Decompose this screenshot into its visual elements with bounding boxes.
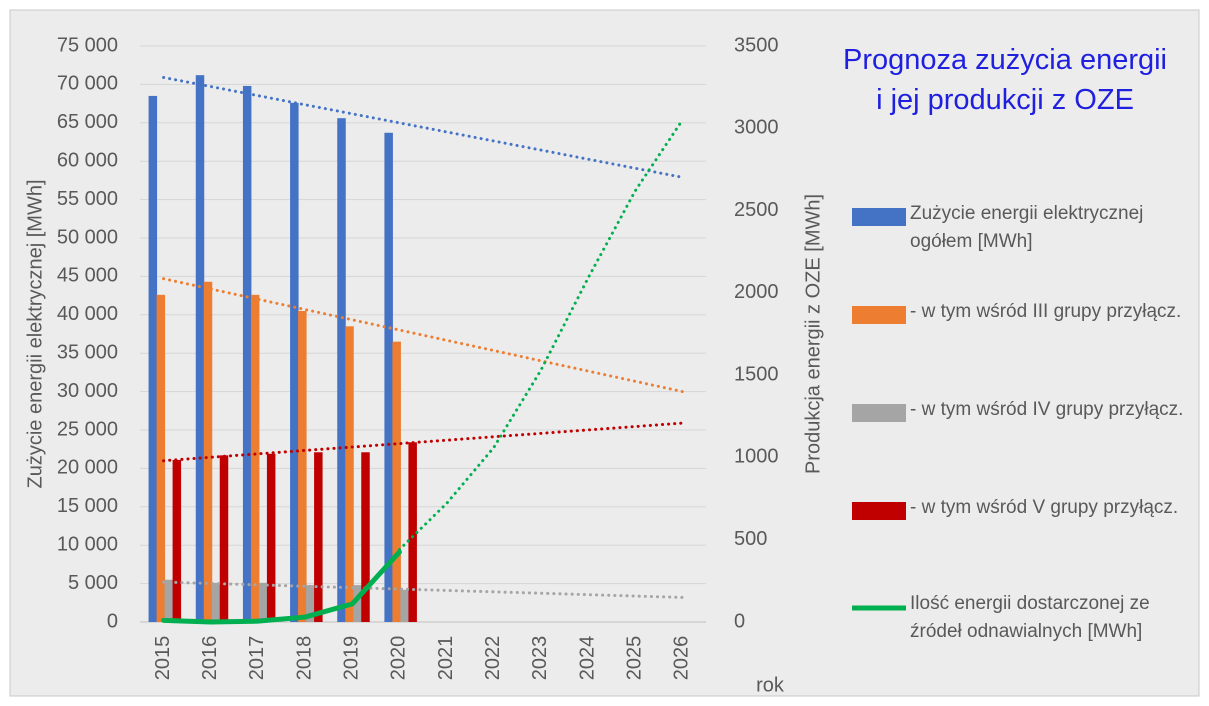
bar <box>211 582 221 622</box>
bar <box>337 118 346 622</box>
bar <box>164 579 174 622</box>
bar <box>258 582 268 622</box>
x-axis-label: rok <box>756 674 785 696</box>
legend-label: Ilość energii dostarczonej ze źródeł odn… <box>910 593 1150 642</box>
y2-tick-label: 3000 <box>734 117 779 139</box>
x-tick-label: 2020 <box>388 636 410 681</box>
bar <box>266 453 276 622</box>
y2-tick-label: 3500 <box>734 34 779 56</box>
y-tick-label: 50 000 <box>57 226 118 248</box>
bar <box>172 459 182 622</box>
x-tick-label: 2019 <box>341 636 363 681</box>
x-tick-label: 2023 <box>529 636 551 681</box>
bar <box>392 341 401 622</box>
legend-label: - w tym wśród V grupy przyłącz. <box>910 497 1179 518</box>
chart-title: Prognoza zużycia energii i jej produkcji… <box>842 44 1167 116</box>
bar <box>219 455 229 622</box>
bar <box>384 132 393 622</box>
bar <box>148 95 158 623</box>
y-tick-label: 45 000 <box>57 265 118 287</box>
y-tick-label: 40 000 <box>57 303 118 325</box>
x-tick-label: 2025 <box>624 636 646 681</box>
y-tick-label: 5 000 <box>68 572 118 594</box>
x-tick-label: 2016 <box>199 636 221 681</box>
bar <box>408 442 417 622</box>
x-tick-label: 2021 <box>435 636 457 681</box>
y2-tick-label: 0 <box>734 610 745 632</box>
y-tick-label: 35 000 <box>57 341 118 363</box>
y2-tick-label: 2500 <box>734 199 779 221</box>
x-tick-label: 2018 <box>293 636 315 681</box>
legend-swatch <box>852 502 906 520</box>
y2-tick-label: 1500 <box>734 363 779 385</box>
y-tick-label: 30 000 <box>57 380 118 402</box>
y2-tick-label: 500 <box>734 528 767 550</box>
y-tick-label: 15 000 <box>57 495 118 517</box>
legend-label: - w tym wśród III grupy przyłącz. <box>910 301 1182 322</box>
legend-label: - w tym wśród IV grupy przyłącz. <box>910 399 1184 420</box>
y2-axis-label: Produkcja energii z OZE [MWh] <box>802 194 824 474</box>
x-tick-label: 2022 <box>482 636 504 681</box>
bar <box>290 102 299 622</box>
bar <box>203 281 213 622</box>
bar <box>156 294 166 622</box>
bar <box>306 585 315 622</box>
trendline <box>162 580 684 599</box>
y2-tick-label: 1000 <box>734 446 779 468</box>
trendline <box>397 118 684 552</box>
legend-label: Zużycie energii elektrycznej ogółem [MWh… <box>910 203 1144 252</box>
bar <box>250 294 260 622</box>
y-tick-label: 75 000 <box>57 34 118 56</box>
y-tick-label: 10 000 <box>57 533 118 555</box>
x-tick-label: 2024 <box>576 636 598 681</box>
x-tick-label: 2026 <box>671 636 693 681</box>
bar <box>353 585 362 622</box>
y-tick-label: 0 <box>107 610 118 632</box>
legend-swatch <box>852 208 906 226</box>
trendline <box>162 75 684 179</box>
bar <box>195 75 205 622</box>
bar <box>298 310 307 622</box>
y-tick-label: 60 000 <box>57 149 118 171</box>
bar <box>345 326 354 622</box>
y-tick-label: 20 000 <box>57 457 118 479</box>
x-tick-label: 2017 <box>246 636 268 681</box>
bar <box>400 589 409 622</box>
y2-tick-label: 2000 <box>734 281 779 303</box>
y-tick-label: 65 000 <box>57 111 118 133</box>
legend-swatch <box>852 306 906 324</box>
y-tick-label: 25 000 <box>57 418 118 440</box>
bar <box>314 452 323 622</box>
x-tick-label: 2015 <box>152 636 174 681</box>
line <box>161 549 402 625</box>
y-tick-label: 55 000 <box>57 188 118 210</box>
y-tick-label: 70 000 <box>57 73 118 95</box>
legend-swatch <box>852 404 906 422</box>
trendline <box>162 421 684 463</box>
bar <box>361 452 370 622</box>
bar <box>242 85 252 623</box>
y-axis-label: Zużycie energii elektrycznej [MWh] <box>24 180 46 489</box>
